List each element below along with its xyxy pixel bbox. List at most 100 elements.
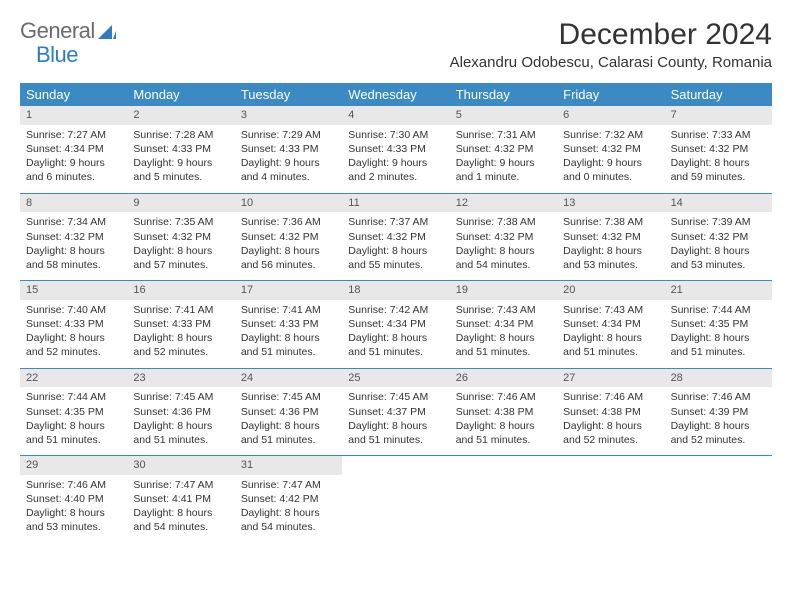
- calendar-day-cell: 2Sunrise: 7:28 AMSunset: 4:33 PMDaylight…: [127, 106, 234, 193]
- day-number: 4: [342, 106, 449, 125]
- day-content: Sunrise: 7:43 AMSunset: 4:34 PMDaylight:…: [557, 300, 664, 368]
- calendar-day-cell: 22Sunrise: 7:44 AMSunset: 4:35 PMDayligh…: [20, 369, 127, 456]
- calendar-day-cell: 23Sunrise: 7:45 AMSunset: 4:36 PMDayligh…: [127, 369, 234, 456]
- sunrise-text: Sunrise: 7:35 AM: [133, 215, 228, 229]
- day-number: 27: [557, 369, 664, 388]
- calendar-day-cell: [665, 456, 772, 543]
- sunrise-text: Sunrise: 7:40 AM: [26, 303, 121, 317]
- calendar-day-cell: 18Sunrise: 7:42 AMSunset: 4:34 PMDayligh…: [342, 281, 449, 368]
- calendar-week: 22Sunrise: 7:44 AMSunset: 4:35 PMDayligh…: [20, 369, 772, 457]
- sunset-text: Sunset: 4:34 PM: [348, 317, 443, 331]
- sunrise-text: Sunrise: 7:39 AM: [671, 215, 766, 229]
- daylight-text: Daylight: 9 hours and 6 minutes.: [26, 156, 121, 184]
- day-content: Sunrise: 7:46 AMSunset: 4:38 PMDaylight:…: [557, 387, 664, 455]
- day-number: 25: [342, 369, 449, 388]
- sunset-text: Sunset: 4:41 PM: [133, 492, 228, 506]
- sunset-text: Sunset: 4:38 PM: [456, 405, 551, 419]
- day-content: Sunrise: 7:43 AMSunset: 4:34 PMDaylight:…: [450, 300, 557, 368]
- day-content: Sunrise: 7:34 AMSunset: 4:32 PMDaylight:…: [20, 212, 127, 280]
- sunset-text: Sunset: 4:35 PM: [671, 317, 766, 331]
- logo-sail-icon: [98, 23, 116, 39]
- sunset-text: Sunset: 4:32 PM: [456, 230, 551, 244]
- calendar-week: 8Sunrise: 7:34 AMSunset: 4:32 PMDaylight…: [20, 194, 772, 282]
- day-number: 9: [127, 194, 234, 213]
- sunset-text: Sunset: 4:39 PM: [671, 405, 766, 419]
- day-number: 15: [20, 281, 127, 300]
- daylight-text: Daylight: 9 hours and 2 minutes.: [348, 156, 443, 184]
- calendar-day-cell: 30Sunrise: 7:47 AMSunset: 4:41 PMDayligh…: [127, 456, 234, 543]
- daylight-text: Daylight: 9 hours and 4 minutes.: [241, 156, 336, 184]
- calendar-day-cell: [557, 456, 664, 543]
- calendar-day-cell: [342, 456, 449, 543]
- day-number: 2: [127, 106, 234, 125]
- day-content: Sunrise: 7:46 AMSunset: 4:39 PMDaylight:…: [665, 387, 772, 455]
- day-number: 30: [127, 456, 234, 475]
- day-content: Sunrise: 7:37 AMSunset: 4:32 PMDaylight:…: [342, 212, 449, 280]
- sunset-text: Sunset: 4:36 PM: [133, 405, 228, 419]
- calendar-day-cell: 24Sunrise: 7:45 AMSunset: 4:36 PMDayligh…: [235, 369, 342, 456]
- sunset-text: Sunset: 4:32 PM: [26, 230, 121, 244]
- sunset-text: Sunset: 4:32 PM: [456, 142, 551, 156]
- sunrise-text: Sunrise: 7:46 AM: [563, 390, 658, 404]
- day-content: Sunrise: 7:41 AMSunset: 4:33 PMDaylight:…: [235, 300, 342, 368]
- calendar-day-cell: 8Sunrise: 7:34 AMSunset: 4:32 PMDaylight…: [20, 194, 127, 281]
- sunset-text: Sunset: 4:32 PM: [563, 230, 658, 244]
- sunset-text: Sunset: 4:32 PM: [348, 230, 443, 244]
- day-number: 11: [342, 194, 449, 213]
- day-number: 18: [342, 281, 449, 300]
- dayname-thursday: Thursday: [450, 83, 557, 106]
- day-content: Sunrise: 7:45 AMSunset: 4:37 PMDaylight:…: [342, 387, 449, 455]
- day-number: 3: [235, 106, 342, 125]
- sunrise-text: Sunrise: 7:44 AM: [671, 303, 766, 317]
- daylight-text: Daylight: 9 hours and 1 minute.: [456, 156, 551, 184]
- calendar-day-cell: 13Sunrise: 7:38 AMSunset: 4:32 PMDayligh…: [557, 194, 664, 281]
- calendar-week: 1Sunrise: 7:27 AMSunset: 4:34 PMDaylight…: [20, 106, 772, 194]
- sunrise-text: Sunrise: 7:36 AM: [241, 215, 336, 229]
- sunrise-text: Sunrise: 7:27 AM: [26, 128, 121, 142]
- day-number: 20: [557, 281, 664, 300]
- dayname-saturday: Saturday: [665, 83, 772, 106]
- day-content: Sunrise: 7:44 AMSunset: 4:35 PMDaylight:…: [665, 300, 772, 368]
- day-content: Sunrise: 7:47 AMSunset: 4:41 PMDaylight:…: [127, 475, 234, 543]
- sunrise-text: Sunrise: 7:28 AM: [133, 128, 228, 142]
- day-content: Sunrise: 7:46 AMSunset: 4:40 PMDaylight:…: [20, 475, 127, 543]
- day-number: 21: [665, 281, 772, 300]
- calendar-day-cell: 1Sunrise: 7:27 AMSunset: 4:34 PMDaylight…: [20, 106, 127, 193]
- sunrise-text: Sunrise: 7:46 AM: [671, 390, 766, 404]
- calendar-body: 1Sunrise: 7:27 AMSunset: 4:34 PMDaylight…: [20, 106, 772, 543]
- sunset-text: Sunset: 4:32 PM: [671, 142, 766, 156]
- calendar-day-cell: 17Sunrise: 7:41 AMSunset: 4:33 PMDayligh…: [235, 281, 342, 368]
- sunrise-text: Sunrise: 7:47 AM: [241, 478, 336, 492]
- sunset-text: Sunset: 4:33 PM: [348, 142, 443, 156]
- daylight-text: Daylight: 8 hours and 51 minutes.: [563, 331, 658, 359]
- daylight-text: Daylight: 8 hours and 51 minutes.: [456, 331, 551, 359]
- sunset-text: Sunset: 4:42 PM: [241, 492, 336, 506]
- daylight-text: Daylight: 8 hours and 57 minutes.: [133, 244, 228, 272]
- daylight-text: Daylight: 8 hours and 56 minutes.: [241, 244, 336, 272]
- title-block: December 2024 Alexandru Odobescu, Calara…: [450, 18, 772, 77]
- sunrise-text: Sunrise: 7:38 AM: [456, 215, 551, 229]
- sunset-text: Sunset: 4:37 PM: [348, 405, 443, 419]
- calendar-day-cell: 26Sunrise: 7:46 AMSunset: 4:38 PMDayligh…: [450, 369, 557, 456]
- daylight-text: Daylight: 8 hours and 54 minutes.: [456, 244, 551, 272]
- day-number: 6: [557, 106, 664, 125]
- daylight-text: Daylight: 8 hours and 54 minutes.: [133, 506, 228, 534]
- sunrise-text: Sunrise: 7:33 AM: [671, 128, 766, 142]
- daylight-text: Daylight: 8 hours and 52 minutes.: [26, 331, 121, 359]
- day-content: Sunrise: 7:36 AMSunset: 4:32 PMDaylight:…: [235, 212, 342, 280]
- daylight-text: Daylight: 8 hours and 59 minutes.: [671, 156, 766, 184]
- sunrise-text: Sunrise: 7:43 AM: [563, 303, 658, 317]
- sunrise-text: Sunrise: 7:45 AM: [241, 390, 336, 404]
- day-number: 17: [235, 281, 342, 300]
- logo: General Blue: [20, 18, 116, 44]
- day-number: 10: [235, 194, 342, 213]
- sunrise-text: Sunrise: 7:41 AM: [133, 303, 228, 317]
- sunset-text: Sunset: 4:32 PM: [241, 230, 336, 244]
- day-number: 7: [665, 106, 772, 125]
- daylight-text: Daylight: 8 hours and 51 minutes.: [241, 331, 336, 359]
- sunrise-text: Sunrise: 7:43 AM: [456, 303, 551, 317]
- day-content: Sunrise: 7:33 AMSunset: 4:32 PMDaylight:…: [665, 125, 772, 193]
- day-number: 29: [20, 456, 127, 475]
- day-number: 16: [127, 281, 234, 300]
- daylight-text: Daylight: 8 hours and 52 minutes.: [671, 419, 766, 447]
